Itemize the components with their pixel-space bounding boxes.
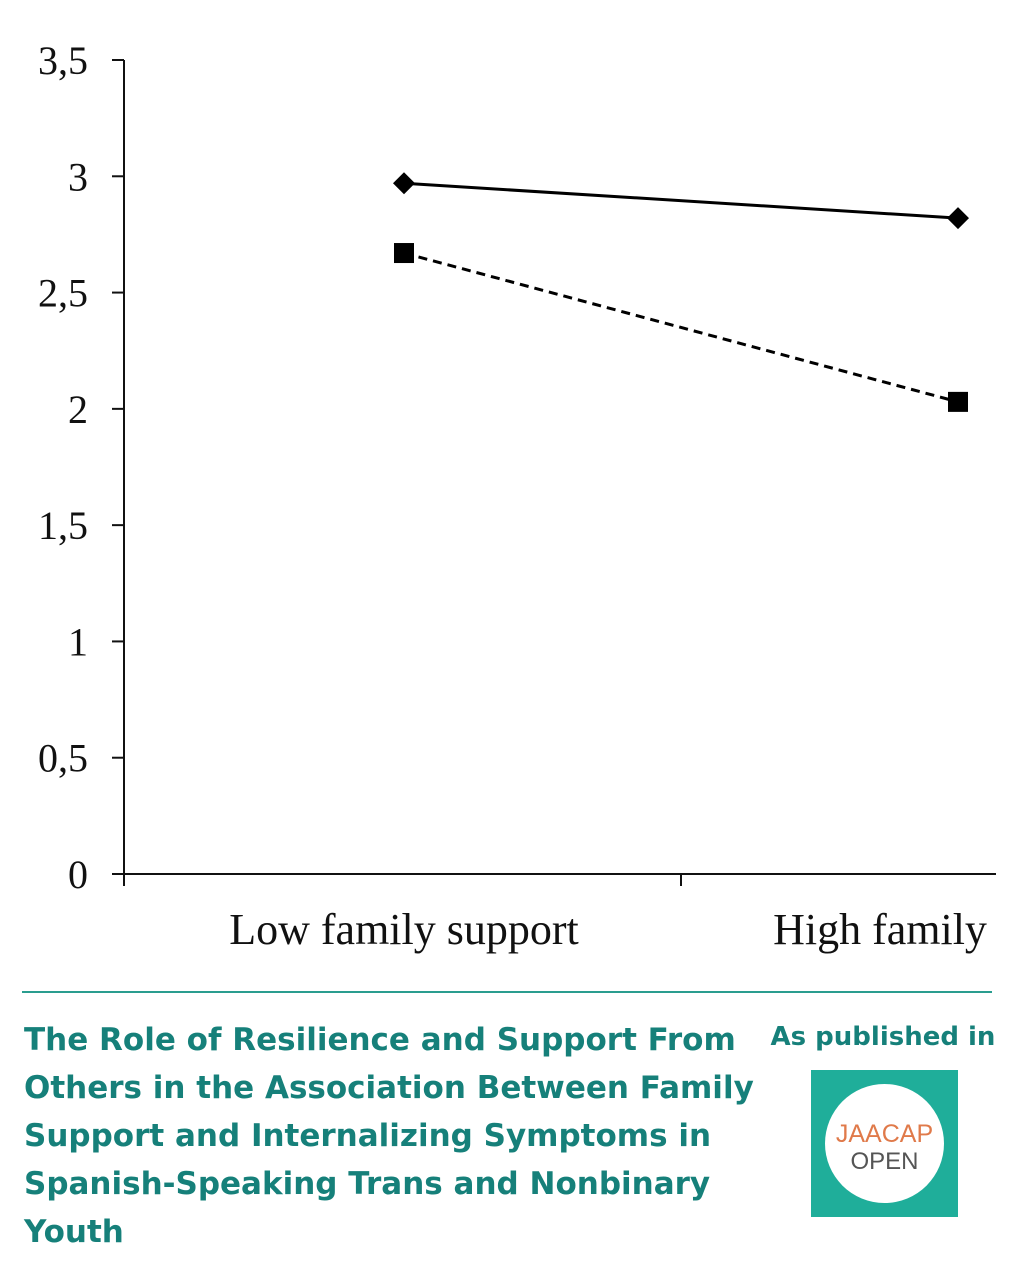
y-tick-label: 1	[68, 619, 88, 664]
axes	[123, 60, 996, 886]
line-chart: 0 0,5 1 1,5 2 2,5 3 3,5 Low family support High …	[38, 38, 996, 954]
data-point-square	[394, 243, 414, 264]
jaacap-open-logo: JAACAP OPEN	[811, 1070, 958, 1217]
y-tick-label: 1,5	[38, 503, 88, 548]
logo-text-bottom: OPEN	[850, 1148, 919, 1175]
divider	[22, 991, 992, 993]
y-axis-ticks: 0 0,5 1 1,5 2 2,5 3 3,5	[38, 38, 124, 897]
x-axis-labels: Low family support High family	[229, 905, 987, 954]
logo-circle: JAACAP OPEN	[825, 1084, 944, 1203]
series-line-1	[403, 181, 959, 220]
data-point-square	[948, 391, 968, 412]
published-label: As published in	[770, 1022, 996, 1052]
y-tick-label: 2	[68, 387, 88, 432]
logo-text-top: JAACAP	[835, 1120, 934, 1148]
x-category-label: Low family support	[229, 905, 579, 954]
y-tick-label: 0,5	[38, 736, 88, 781]
article-title: The Role of Resilience and Support From …	[24, 1022, 754, 1250]
y-tick-label: 2,5	[38, 271, 88, 316]
series-line-2	[403, 251, 959, 404]
x-category-label: High family	[773, 905, 987, 954]
y-tick-label: 0	[68, 852, 88, 897]
series-group	[393, 172, 969, 412]
data-point-diamond	[947, 207, 969, 230]
data-point-diamond	[393, 172, 415, 195]
y-tick-label: 3,5	[38, 38, 88, 83]
y-tick-label: 3	[68, 154, 88, 199]
